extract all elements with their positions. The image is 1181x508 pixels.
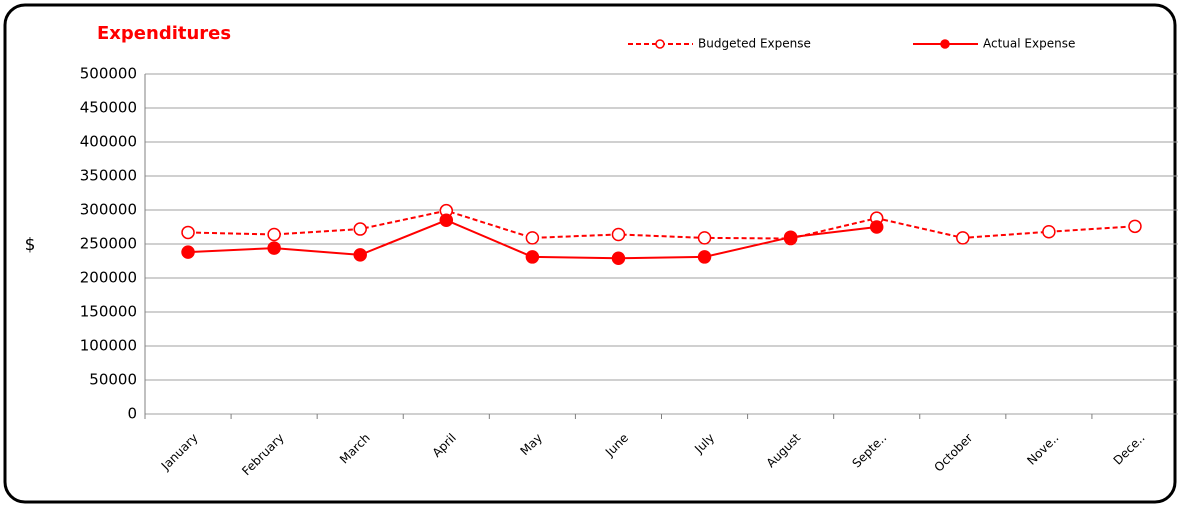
point <box>956 231 970 245</box>
point <box>267 241 281 255</box>
series-line <box>188 209 1136 240</box>
point <box>1042 225 1056 239</box>
legend-label: Actual Expense <box>983 37 1075 51</box>
point <box>869 220 884 234</box>
point <box>181 245 195 259</box>
y-tick-label: 200000 <box>80 269 137 287</box>
point <box>181 225 195 240</box>
y-axis-label: $ <box>25 235 36 255</box>
y-tick-label: 400000 <box>80 133 137 151</box>
legend-marker <box>940 39 950 49</box>
point <box>783 230 798 244</box>
chart-title: Expenditures <box>97 23 231 44</box>
point <box>611 251 626 266</box>
legend-label: Budgeted Expense <box>698 37 811 51</box>
y-tick-label: 250000 <box>80 235 137 253</box>
frame <box>3 3 1177 504</box>
point <box>353 222 367 236</box>
point <box>1128 219 1142 234</box>
point <box>611 227 626 242</box>
y-tick-label: 500000 <box>80 65 137 83</box>
y-tick-label: 150000 <box>80 303 137 321</box>
point <box>439 213 454 227</box>
y-tick-label: 0 <box>127 405 137 423</box>
y-tick-label: 100000 <box>80 337 137 355</box>
y-tick-label: 50000 <box>89 371 137 389</box>
point <box>697 250 712 264</box>
y-tick-label: 450000 <box>80 99 137 117</box>
point <box>525 250 540 264</box>
y-tick-label: 350000 <box>80 167 137 185</box>
y-tick-label: 300000 <box>80 201 137 219</box>
point <box>353 248 367 262</box>
legend-marker <box>655 39 665 49</box>
point <box>525 231 540 245</box>
point <box>697 231 712 245</box>
point <box>267 227 281 242</box>
